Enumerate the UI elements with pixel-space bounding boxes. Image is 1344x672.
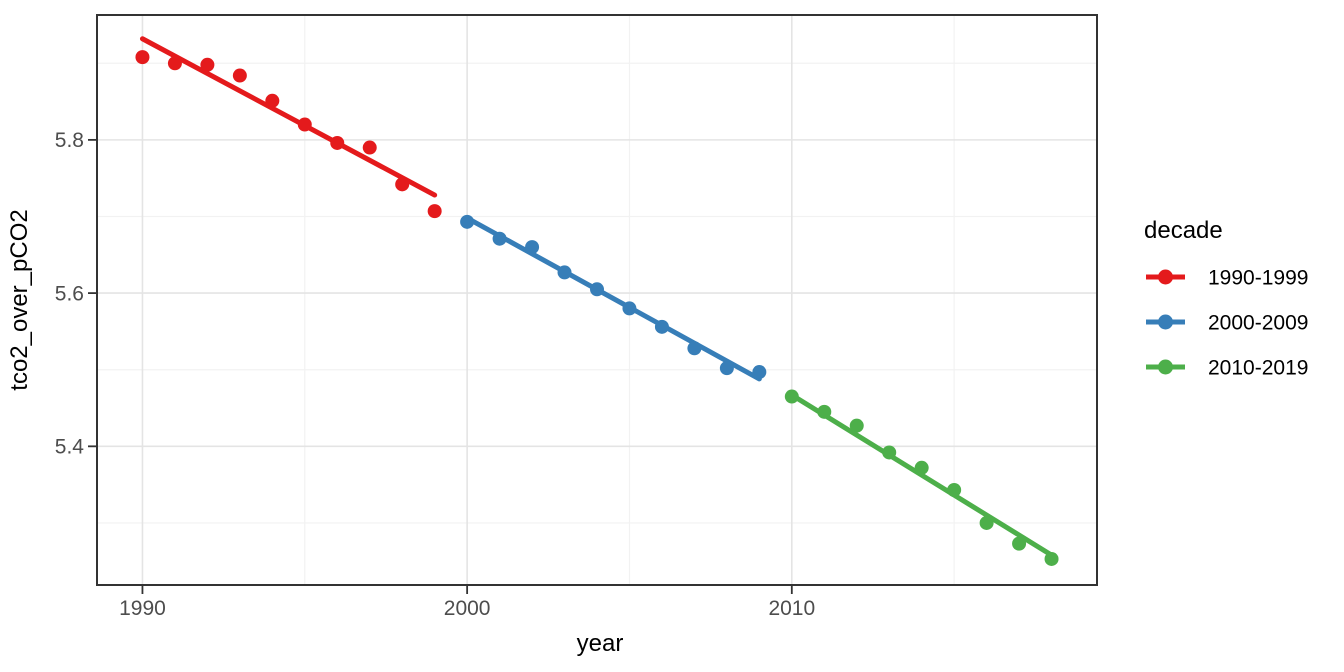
legend-key-dot (1158, 314, 1173, 330)
data-point (427, 204, 442, 219)
axis-tick-marks (88, 138, 793, 594)
legend-entry-2010-2019: 2010-2019 (1146, 356, 1308, 379)
axis-tick-labels: 1990 2000 2010 5.4 5.6 5.8 (55, 129, 815, 620)
data-point (460, 214, 475, 229)
data-point (784, 389, 799, 404)
data-point (914, 460, 929, 475)
trend-line (139, 36, 438, 198)
data-point (947, 483, 962, 497)
data-point (557, 265, 572, 280)
legend-entry-2000-2009: 2000-2009 (1146, 311, 1308, 334)
data-point (135, 50, 150, 65)
plot-panel-border (96, 14, 1098, 586)
data-point (330, 135, 345, 150)
x-tick-label: 2000 (444, 597, 491, 620)
data-point (752, 365, 767, 380)
legend-key-dot (1158, 269, 1173, 285)
data-point (232, 68, 247, 83)
gridlines-minor (97, 15, 1097, 585)
series-2000-2009 (460, 214, 767, 382)
legend-key-dot (1158, 359, 1173, 375)
legend: decade 1990-1999 2000-2009 2010-2019 (1144, 217, 1308, 379)
legend-title: decade (1144, 217, 1223, 244)
data-point (265, 93, 280, 108)
legend-entry-label: 2000-2009 (1208, 311, 1308, 334)
data-point (1044, 551, 1059, 566)
x-tick-label: 1990 (119, 597, 166, 620)
plot-panel-background (97, 15, 1097, 585)
data-point (525, 240, 540, 255)
legend-entries: 1990-1999 2000-2009 2010-2019 (1146, 266, 1308, 379)
data-point (654, 319, 669, 334)
data-point (492, 231, 507, 246)
data-point (719, 361, 734, 376)
y-tick-label: 5.8 (55, 129, 84, 152)
legend-entry-1990-1999: 1990-1999 (1146, 266, 1308, 289)
data-point (590, 282, 604, 297)
series-1990-1999 (135, 36, 442, 219)
data-point (882, 445, 897, 460)
data-point (979, 515, 994, 530)
data-point (1012, 536, 1027, 551)
legend-entry-label: 2010-2019 (1208, 356, 1308, 379)
data-series-layer (135, 36, 1059, 566)
data-point (395, 177, 410, 192)
data-point (167, 56, 182, 71)
y-tick-label: 5.4 (55, 436, 85, 459)
data-point (849, 418, 864, 433)
data-point (622, 301, 637, 316)
data-point (297, 117, 312, 132)
data-point (200, 57, 215, 72)
data-point (362, 140, 377, 155)
legend-entry-label: 1990-1999 (1208, 266, 1308, 289)
y-tick-label: 5.6 (55, 282, 84, 305)
y-axis-title: tco2_over_pCO2 (6, 209, 33, 390)
trend-line (464, 215, 762, 382)
x-axis-title: year (577, 630, 624, 657)
data-point (687, 341, 702, 356)
series-2010-2019 (784, 389, 1059, 566)
data-point (817, 404, 832, 419)
trend-line (789, 392, 1055, 558)
x-tick-label: 2010 (768, 597, 815, 620)
